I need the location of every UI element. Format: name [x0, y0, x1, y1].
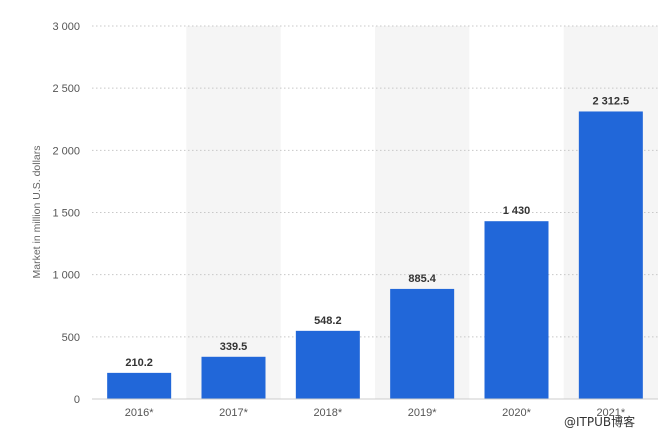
bars	[107, 111, 643, 400]
bar	[578, 111, 643, 400]
y-tick-label: 1 000	[52, 270, 80, 282]
bar	[390, 288, 455, 399]
x-tick-label: 2017*	[219, 407, 248, 419]
data-label: 885.4	[408, 273, 436, 285]
y-tick-label: 3 000	[52, 21, 80, 33]
y-tick-label: 500	[62, 332, 80, 344]
data-labels: 210.2 339.5 548.2 885.4 1 430 2 312.5	[125, 95, 629, 368]
data-label: 1 430	[503, 205, 531, 217]
y-axis-label: Market in million U.S. dollars	[31, 145, 43, 278]
x-tick-label: 2016*	[125, 407, 154, 419]
y-tick-label: 2 500	[52, 83, 80, 95]
bar	[107, 372, 172, 399]
data-label: 548.2	[314, 315, 342, 327]
x-tick-label: 2020*	[502, 407, 531, 419]
bar	[201, 356, 266, 399]
y-tick-label: 0	[74, 394, 80, 406]
y-tick-label: 1 500	[52, 208, 80, 220]
y-axis-ticks: 0 500 1 000 1 500 2 000 2 500 3 000	[52, 21, 80, 406]
data-label: 2 312.5	[592, 95, 629, 107]
bar	[484, 221, 549, 399]
x-tick-label: 2021*	[596, 407, 625, 419]
x-tick-label: 2019*	[408, 407, 437, 419]
watermark: @ITPUB博客	[564, 414, 635, 429]
data-label: 339.5	[220, 341, 248, 353]
bar	[295, 330, 360, 399]
x-tick-label: 2018*	[313, 407, 342, 419]
x-axis-ticks: 2016* 2017* 2018* 2019* 2020* 2021*	[125, 407, 626, 419]
data-label: 210.2	[125, 357, 153, 369]
y-tick-label: 2 000	[52, 145, 80, 157]
